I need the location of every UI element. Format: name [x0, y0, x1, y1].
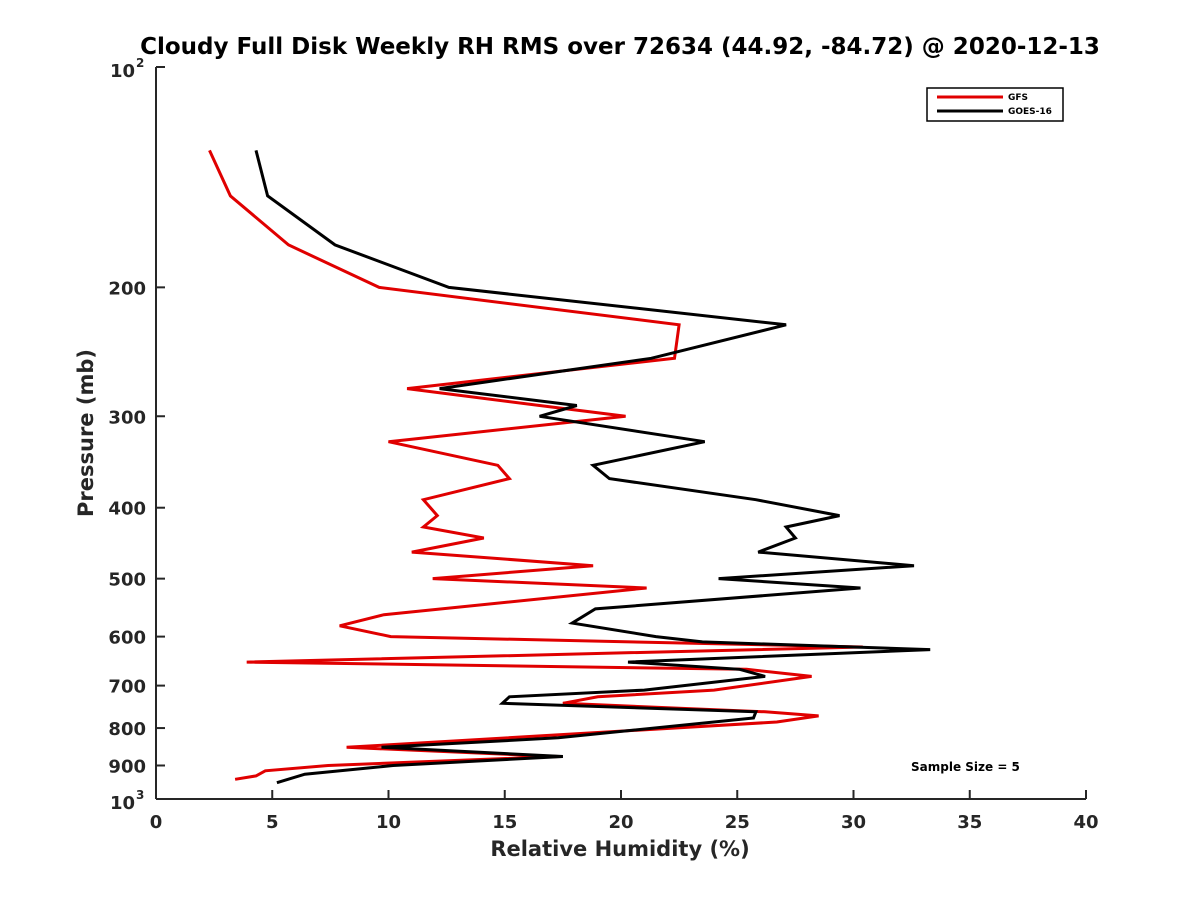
legend-label: GFS — [1008, 93, 1028, 103]
x-axis-label: Relative Humidity (%) — [490, 837, 749, 861]
y-tick-label: 500 — [108, 570, 146, 591]
y-tick-label-exponent: 3 — [136, 788, 144, 802]
y-tick-label: 600 — [108, 628, 146, 649]
legend: GFS GOES-16 — [926, 87, 1064, 122]
y-tick-label: 400 — [108, 499, 146, 520]
legend-box — [926, 87, 1064, 122]
y-tick-label: 10 — [110, 61, 135, 82]
y-tick-label: 900 — [108, 757, 146, 778]
y-tick-label: 800 — [108, 719, 146, 740]
x-tick-label: 15 — [492, 812, 517, 833]
y-tick-label: 300 — [108, 407, 146, 428]
x-tick-label: 40 — [1073, 812, 1098, 833]
x-tick-label: 35 — [957, 812, 982, 833]
sample-size-annotation: Sample Size = 5 — [911, 760, 1020, 774]
x-tick-label: 30 — [841, 812, 866, 833]
y-tick-label: 200 — [108, 278, 146, 299]
y-axis-label: Pressure (mb) — [74, 349, 98, 517]
x-tick-label: 0 — [150, 812, 163, 833]
x-tick-label: 20 — [608, 812, 633, 833]
y-tick-label: 700 — [108, 677, 146, 698]
series-line-gfs — [208, 149, 863, 781]
chart-title: Cloudy Full Disk Weekly RH RMS over 7263… — [140, 34, 1100, 60]
series-line-goes-16 — [254, 150, 931, 785]
y-tick-label-exponent: 2 — [136, 56, 144, 70]
x-tick-label: 5 — [266, 812, 279, 833]
legend-label: GOES-16 — [1008, 107, 1052, 117]
x-tick-label: 25 — [725, 812, 750, 833]
x-tick-label: 10 — [376, 812, 401, 833]
y-tick-label: 10 — [110, 793, 135, 814]
